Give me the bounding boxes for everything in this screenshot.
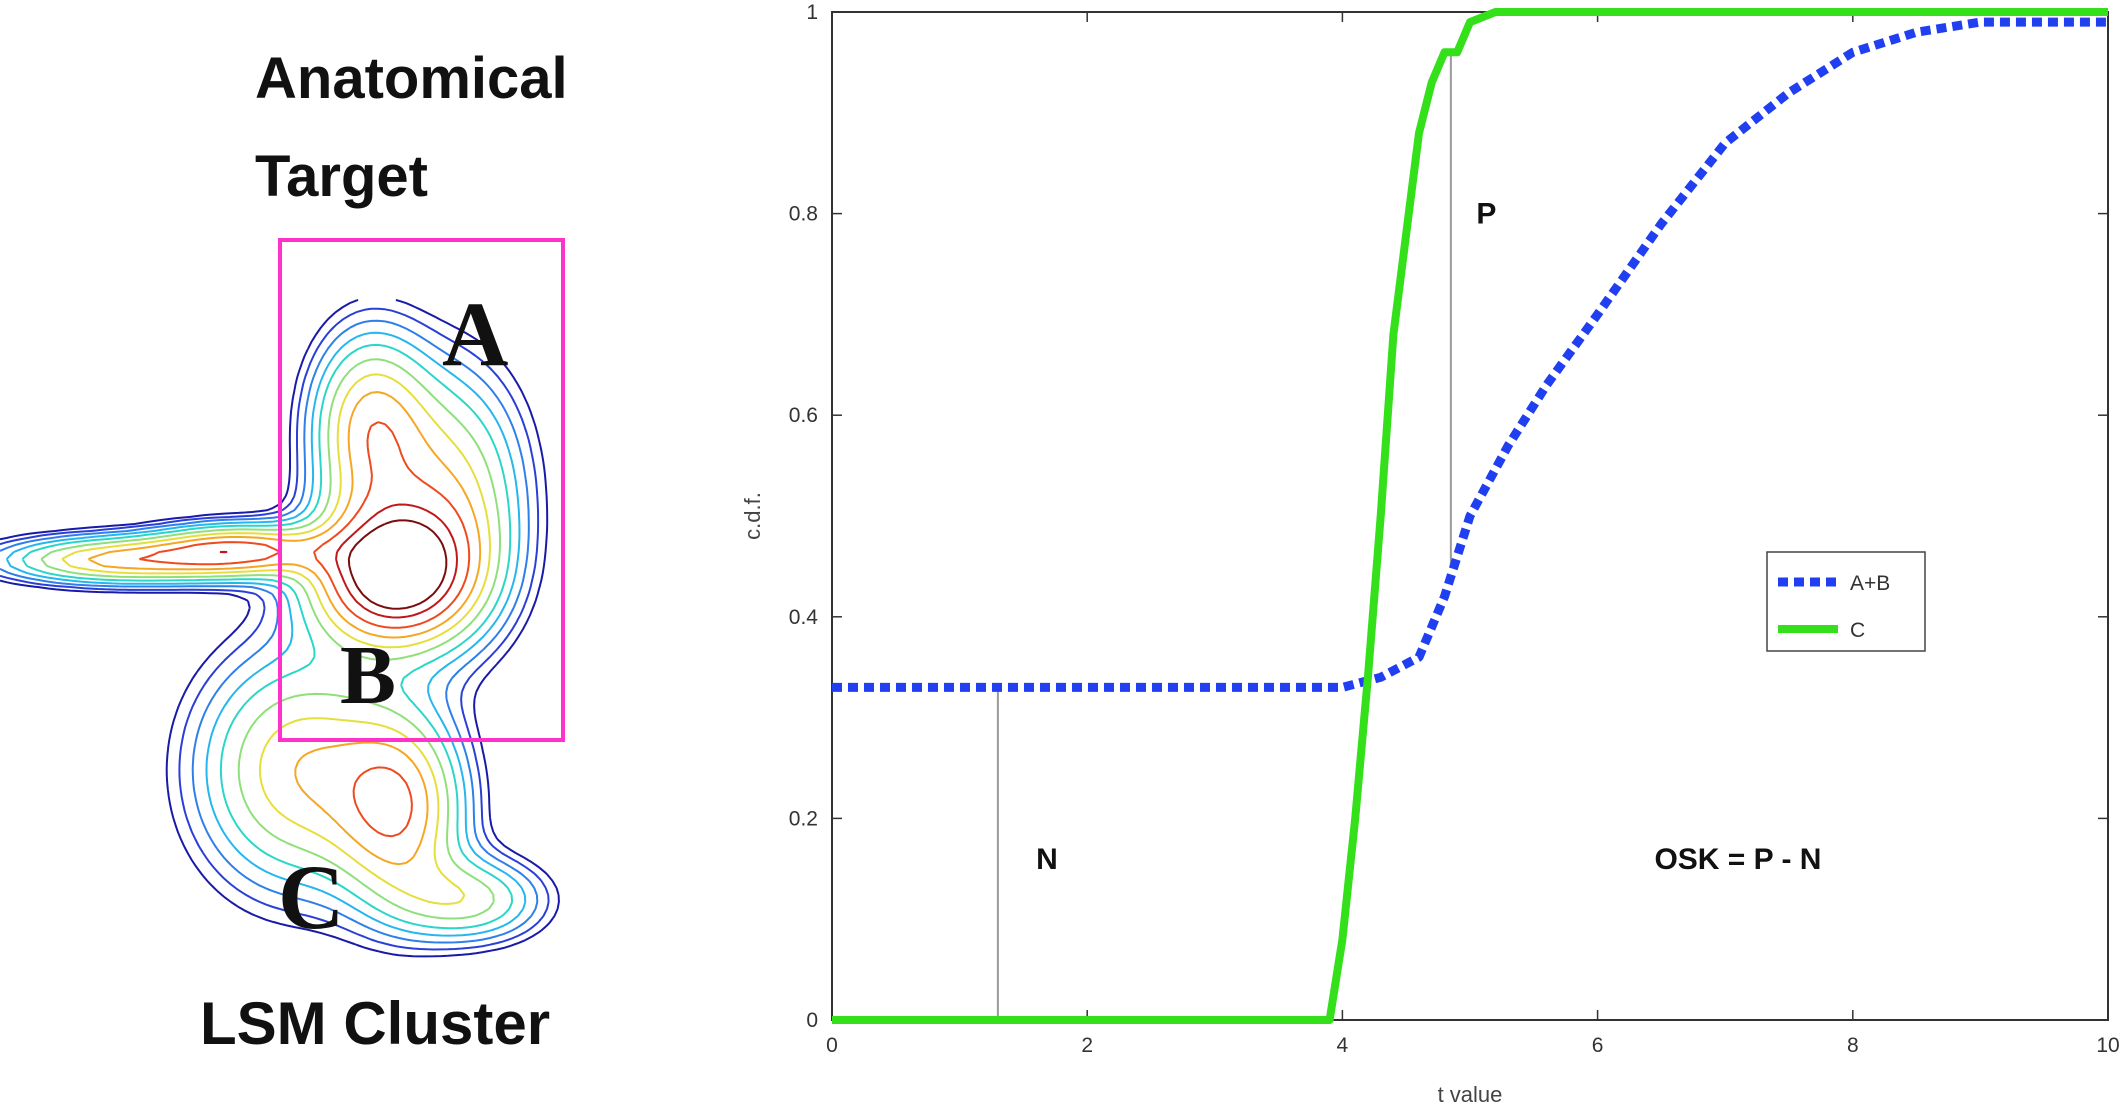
cdf-chart: 0 2 4 6 8 10 0 0.2 0.4 0.6 0.8 1 N P OSK = P - N t v…: [740, 1, 2120, 1107]
y-tick-label: 0: [806, 1009, 818, 1032]
panel-title-line2: Target: [255, 144, 428, 209]
lsm-cluster-contours: [0, 299, 560, 958]
y-tick-label: 0.4: [789, 606, 819, 629]
cluster-label: LSM Cluster: [200, 990, 550, 1057]
contour-level-8: [139, 421, 471, 838]
legend-label-c: C: [1850, 619, 1865, 642]
contour-level-1: [0, 307, 550, 951]
contour-level-3: [5, 331, 527, 937]
contour-level-0: [0, 299, 560, 958]
x-tick-label: 4: [1337, 1034, 1349, 1057]
contour-level-7: [87, 391, 482, 866]
chart-legend: A+B C: [1766, 551, 1926, 652]
region-label-a: A: [442, 283, 508, 385]
annotation-0: N: [1036, 843, 1058, 876]
x-tick-label: 2: [1081, 1034, 1093, 1057]
annotation-2: OSK = P - N: [1654, 843, 1821, 876]
y-axis-ticks: 0 0.2 0.4 0.6 0.8 1: [789, 1, 2108, 1032]
panel-title-line1: Anatomical: [255, 46, 568, 111]
contour-level-10: [347, 519, 448, 610]
x-tick-label: 8: [1847, 1034, 1859, 1057]
chart-annotations: N P OSK = P - N: [1036, 198, 1821, 876]
y-tick-label: 0.2: [789, 807, 818, 830]
anatomical-panel: Anatomical Target A B C LSM Cluster: [0, 46, 568, 1057]
legend-box: [1766, 551, 1926, 652]
x-tick-label: 10: [2096, 1034, 2119, 1057]
x-tick-label: 6: [1592, 1034, 1604, 1057]
contour-level-2: [0, 319, 539, 944]
x-tick-label: 0: [826, 1034, 838, 1057]
contour-level-9: [219, 503, 458, 619]
series-lines: [832, 8, 2108, 1024]
legend-label-a-plus-b: A+B: [1850, 572, 1890, 595]
series-line-1: [832, 8, 2108, 1024]
x-axis-title: t value: [1438, 1082, 1503, 1107]
contour-level-5: [40, 358, 501, 920]
y-axis-title: c.d.f.: [740, 492, 765, 540]
difference-markers: [996, 52, 1452, 1020]
region-label-b: B: [340, 629, 396, 722]
y-tick-label: 0.8: [789, 203, 818, 226]
y-tick-label: 1: [806, 1, 818, 24]
annotation-1: P: [1476, 198, 1496, 231]
contour-level-4: [21, 343, 514, 930]
contour-level-6: [61, 373, 491, 905]
region-label-c: C: [278, 846, 344, 948]
series-line-0: [832, 17, 2108, 692]
y-tick-label: 0.6: [789, 404, 818, 427]
anatomical-target-box: [278, 238, 565, 742]
